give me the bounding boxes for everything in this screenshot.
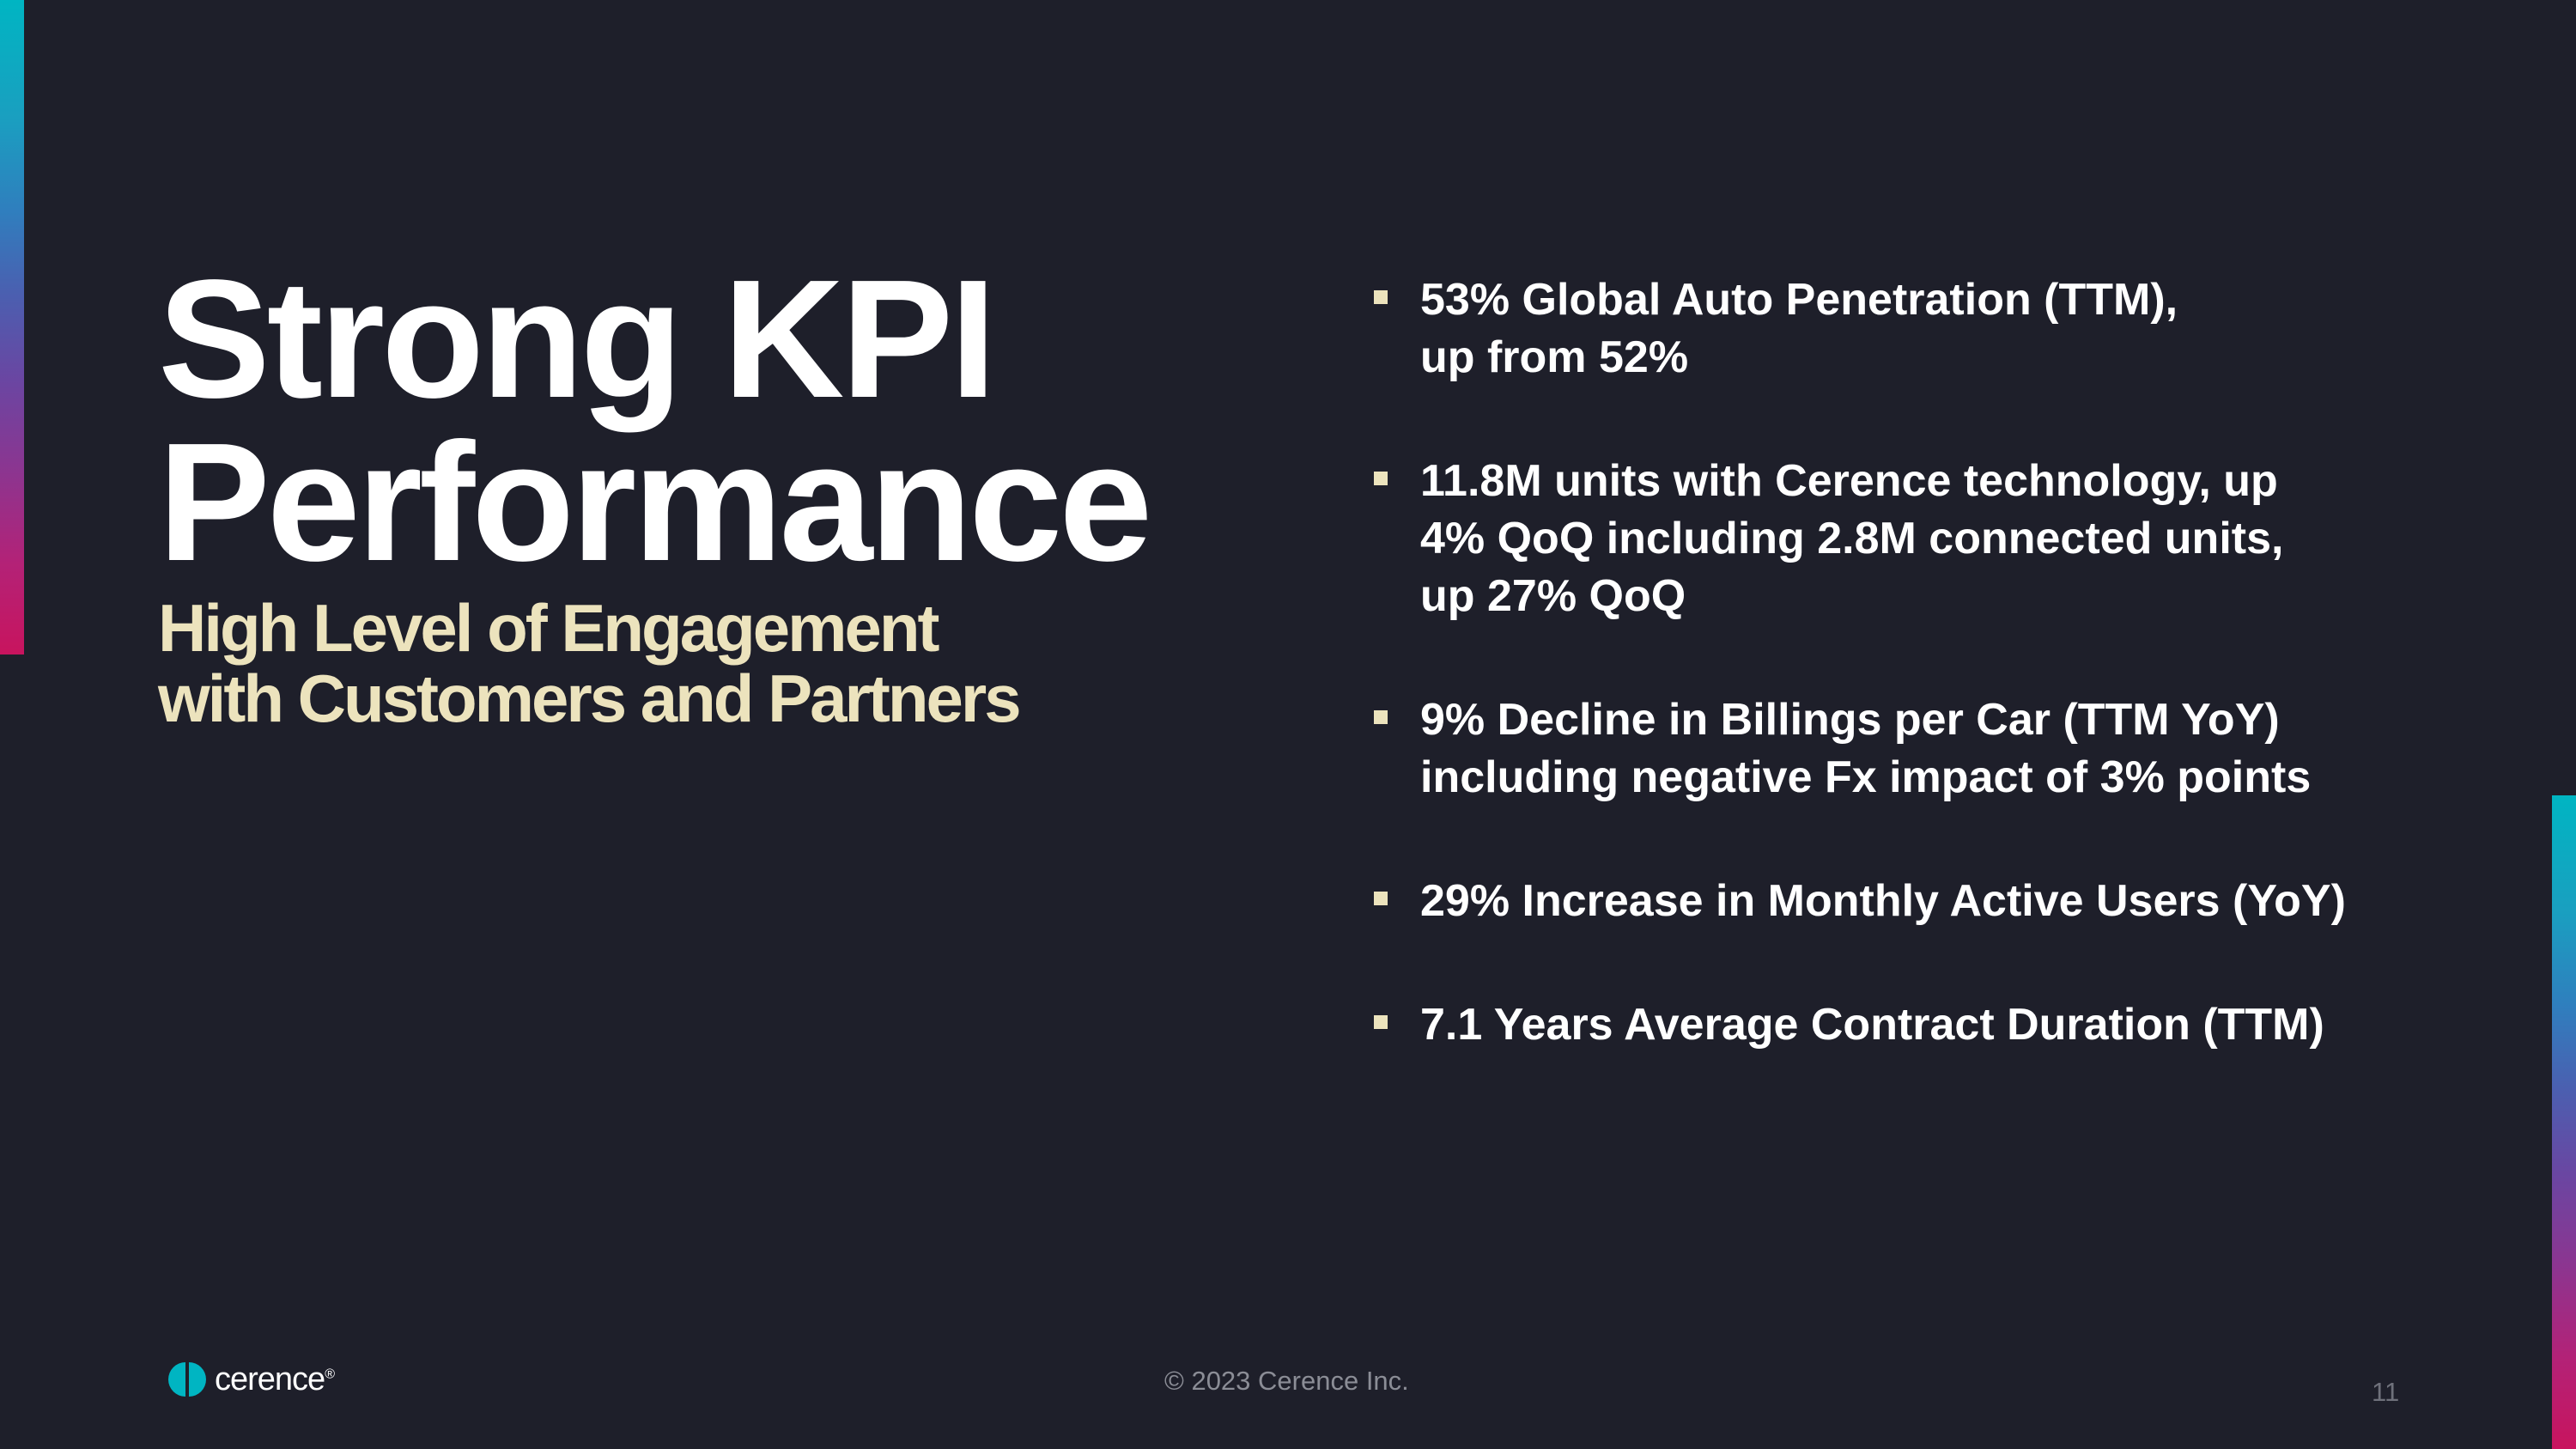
bullet-line: 9% Decline in Billings per Car (TTM YoY) (1420, 695, 2280, 745)
bullet-line: 53% Global Auto Penetration (TTM), (1420, 275, 2178, 325)
cerence-logo-icon (168, 1362, 206, 1397)
kpi-bullet: 11.8M units with Cerence technology, up … (1374, 453, 2456, 625)
bullet-text: 29% Increase in Monthly Active Users (Yo… (1420, 873, 2456, 930)
bullet-text: 9% Decline in Billings per Car (TTM YoY)… (1420, 691, 2456, 807)
bullet-line: 29% Increase in Monthly Active Users (Yo… (1420, 876, 2346, 926)
square-bullet-icon (1374, 290, 1388, 304)
bullet-line: 7.1 Years Average Contract Duration (TTM… (1420, 1000, 2324, 1050)
copyright-text: © 2023 Cerence Inc. (1164, 1366, 1409, 1396)
square-bullet-icon (1374, 1015, 1388, 1029)
bullet-line: up from 52% (1420, 332, 1689, 382)
bullet-line: including negative Fx impact of 3% point… (1420, 752, 2312, 802)
page-number: 11 (2372, 1377, 2400, 1407)
bullet-text: 53% Global Auto Penetration (TTM), up fr… (1420, 271, 2456, 387)
square-bullet-icon (1374, 472, 1388, 485)
bullet-line: up 27% QoQ (1420, 571, 1686, 621)
kpi-bullet: 53% Global Auto Penetration (TTM), up fr… (1374, 271, 2456, 387)
kpi-bullet: 7.1 Years Average Contract Duration (TTM… (1374, 996, 2456, 1054)
left-gradient-strip (0, 0, 24, 654)
kpi-bullet-list: 53% Global Auto Penetration (TTM), up fr… (1374, 271, 2456, 1120)
bullet-line: 4% QoQ including 2.8M connected units, (1420, 514, 2284, 563)
slide-subtitle: High Level of Engagement with Customers … (158, 593, 1274, 734)
bullet-line: 11.8M units with Cerence technology, up (1420, 456, 2278, 506)
title-line: Performance (158, 408, 1152, 596)
bullet-text: 11.8M units with Cerence technology, up … (1420, 453, 2456, 625)
square-bullet-icon (1374, 710, 1388, 724)
title-line: Strong KPI (158, 245, 997, 433)
cerence-logo: cerence® (168, 1361, 335, 1398)
kpi-bullet: 9% Decline in Billings per Car (TTM YoY)… (1374, 691, 2456, 807)
logo-wordmark: cerence® (215, 1361, 335, 1397)
kpi-bullet: 29% Increase in Monthly Active Users (Yo… (1374, 873, 2456, 930)
square-bullet-icon (1374, 892, 1388, 905)
subtitle-line: High Level of Engagement (158, 590, 939, 666)
slide-title: Strong KPI Performance (158, 245, 1274, 596)
right-gradient-strip (2552, 795, 2576, 1449)
subtitle-line: with Customers and Partners (158, 661, 1022, 736)
bullet-text: 7.1 Years Average Contract Duration (TTM… (1420, 996, 2456, 1054)
